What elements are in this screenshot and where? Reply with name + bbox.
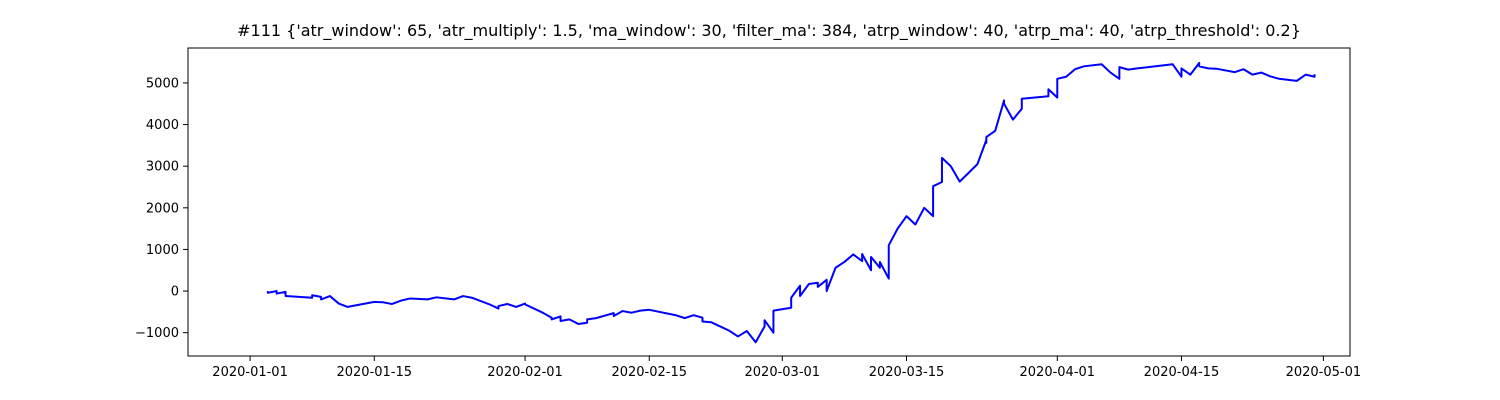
x-tick-label: 2020-01-15 — [336, 365, 412, 380]
x-tick-label: 2020-03-15 — [869, 365, 945, 380]
y-tick-label: 1000 — [146, 243, 179, 258]
x-axis: 2020-01-01 2020-01-15 2020-02-01 2020-02-15… — [212, 356, 1361, 380]
chart-title: #111 {'atr_window': 65, 'atr_multiply': … — [237, 21, 1301, 40]
series-line — [266, 61, 1316, 344]
y-tick-label: 0 — [171, 285, 179, 300]
x-tick-label: 2020-05-01 — [1286, 365, 1362, 380]
y-tick-label: −1000 — [135, 326, 179, 341]
x-tick-label: 2020-02-01 — [487, 365, 563, 380]
x-tick-label: 2020-02-15 — [611, 365, 687, 380]
y-tick-label: 4000 — [146, 118, 179, 133]
x-tick-label: 2020-04-01 — [1020, 365, 1096, 380]
x-tick-label: 2020-04-15 — [1144, 365, 1220, 380]
x-tick-label: 2020-01-01 — [212, 365, 288, 380]
y-tick-label: 5000 — [146, 76, 179, 91]
x-tick-label: 2020-03-01 — [745, 365, 821, 380]
series-layer — [266, 61, 1316, 344]
y-axis: −1000 0 1000 2000 3000 4000 5000 — [135, 76, 188, 341]
y-tick-label: 3000 — [146, 160, 179, 175]
axes-frame — [187, 47, 1351, 357]
y-tick-label: 2000 — [146, 201, 179, 216]
